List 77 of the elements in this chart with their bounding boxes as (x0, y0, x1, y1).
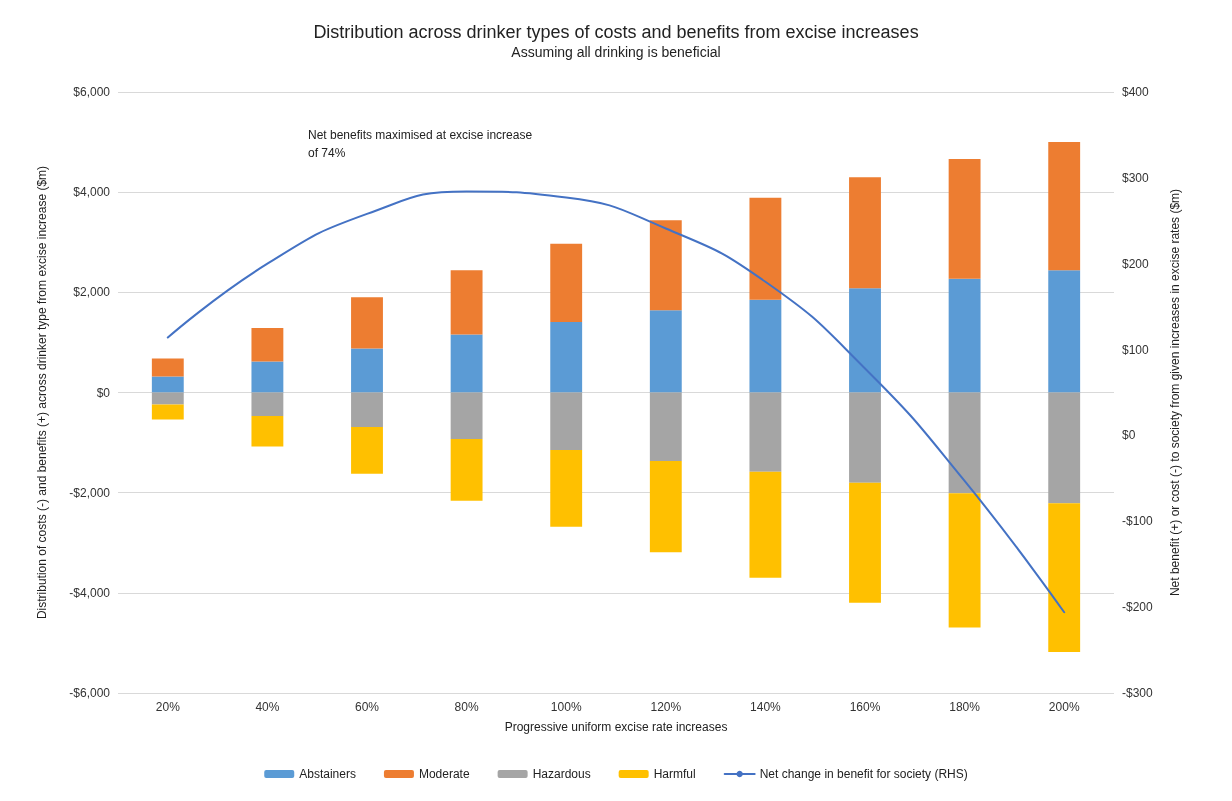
bar (151, 376, 184, 393)
y-tick-label: $2,000 (73, 285, 111, 300)
legend-label: Moderate (418, 767, 470, 781)
bar (948, 392, 981, 494)
bar (749, 197, 782, 300)
bar (450, 392, 483, 440)
bar (948, 159, 981, 279)
y2-tick-label: -$300 (1122, 686, 1154, 700)
bar (450, 439, 483, 501)
y2-tick-label: $400 (1122, 85, 1150, 99)
bar (849, 288, 881, 393)
bar (1048, 270, 1081, 393)
bar (849, 177, 881, 289)
bar (251, 327, 284, 362)
legend-label: Abstainers (299, 767, 356, 781)
bar (351, 427, 383, 474)
y-tick-label: -$4,000 (69, 585, 111, 600)
y-axis-title: Distribution of costs (-) and benefits (+) across drinker type from excise increase ($m) (35, 165, 49, 620)
bar (649, 310, 682, 393)
bar (649, 461, 682, 553)
bar (151, 392, 184, 405)
bar (251, 392, 284, 417)
line-series (166, 190, 1066, 614)
x-tick-label: 100% (550, 700, 582, 714)
bar (948, 278, 981, 393)
bar (351, 297, 383, 349)
bar (151, 358, 184, 377)
y-tick-label: $0 (96, 385, 111, 400)
x-axis-title: Progressive uniform excise rate increases (504, 720, 728, 734)
bar (1048, 142, 1081, 271)
y2-tick-label: $200 (1122, 256, 1150, 271)
bar (749, 471, 782, 578)
x-tick-label: 140% (750, 700, 782, 714)
bar (351, 348, 383, 393)
x-tick-label: 60% (354, 700, 380, 714)
bar (550, 243, 583, 322)
bar (550, 450, 583, 527)
x-tick-label: 20% (155, 700, 181, 714)
y-tick-label: -$6,000 (69, 686, 111, 700)
bar (1048, 392, 1081, 504)
x-tick-label: 180% (949, 700, 981, 714)
x-tick-label: 40% (255, 700, 280, 714)
bar (749, 392, 782, 472)
bar (550, 321, 583, 393)
y-tick-label: -$2,000 (69, 485, 111, 500)
legend-label: Hazardous (532, 767, 591, 781)
y2-tick-label: -$200 (1122, 600, 1154, 615)
bar (450, 334, 483, 393)
y2-axis-title: Net benefit (+) or cost (-) to society from given increases in excise rates ($m) (1168, 188, 1182, 597)
annotation: Net benefits maximised at excise increase of 74% (308, 128, 536, 160)
y2-tick-label: -$100 (1122, 514, 1154, 529)
bar (649, 220, 682, 311)
y2-tick-label: $0 (1122, 428, 1136, 443)
y2-tick-label: $100 (1122, 342, 1150, 357)
chart-subtitle: Assuming all drinking is beneficial (511, 44, 721, 60)
bar (749, 299, 782, 393)
y-tick-label: $6,000 (73, 85, 111, 99)
bar (849, 392, 881, 483)
bar (251, 361, 284, 393)
x-tick-label: 160% (849, 700, 881, 714)
bar (550, 392, 583, 451)
y2-tick-label: $300 (1122, 170, 1150, 185)
bar (948, 493, 981, 628)
x-tick-label: 120% (650, 700, 682, 714)
bar (649, 392, 682, 462)
bar (450, 270, 483, 335)
bar (1048, 503, 1081, 652)
x-tick-label: 200% (1048, 700, 1080, 714)
legend-label: Harmful (653, 767, 696, 781)
bar (151, 404, 184, 420)
bar (849, 482, 881, 603)
y-tick-label: $4,000 (73, 185, 111, 200)
bar (351, 392, 383, 428)
chart-title: Distribution across drinker types of costs and benefits from excise increases (313, 22, 919, 42)
bar (251, 416, 284, 447)
x-tick-label: 80% (454, 700, 479, 714)
legend-label: Net change in benefit for society (RHS) (759, 767, 968, 781)
